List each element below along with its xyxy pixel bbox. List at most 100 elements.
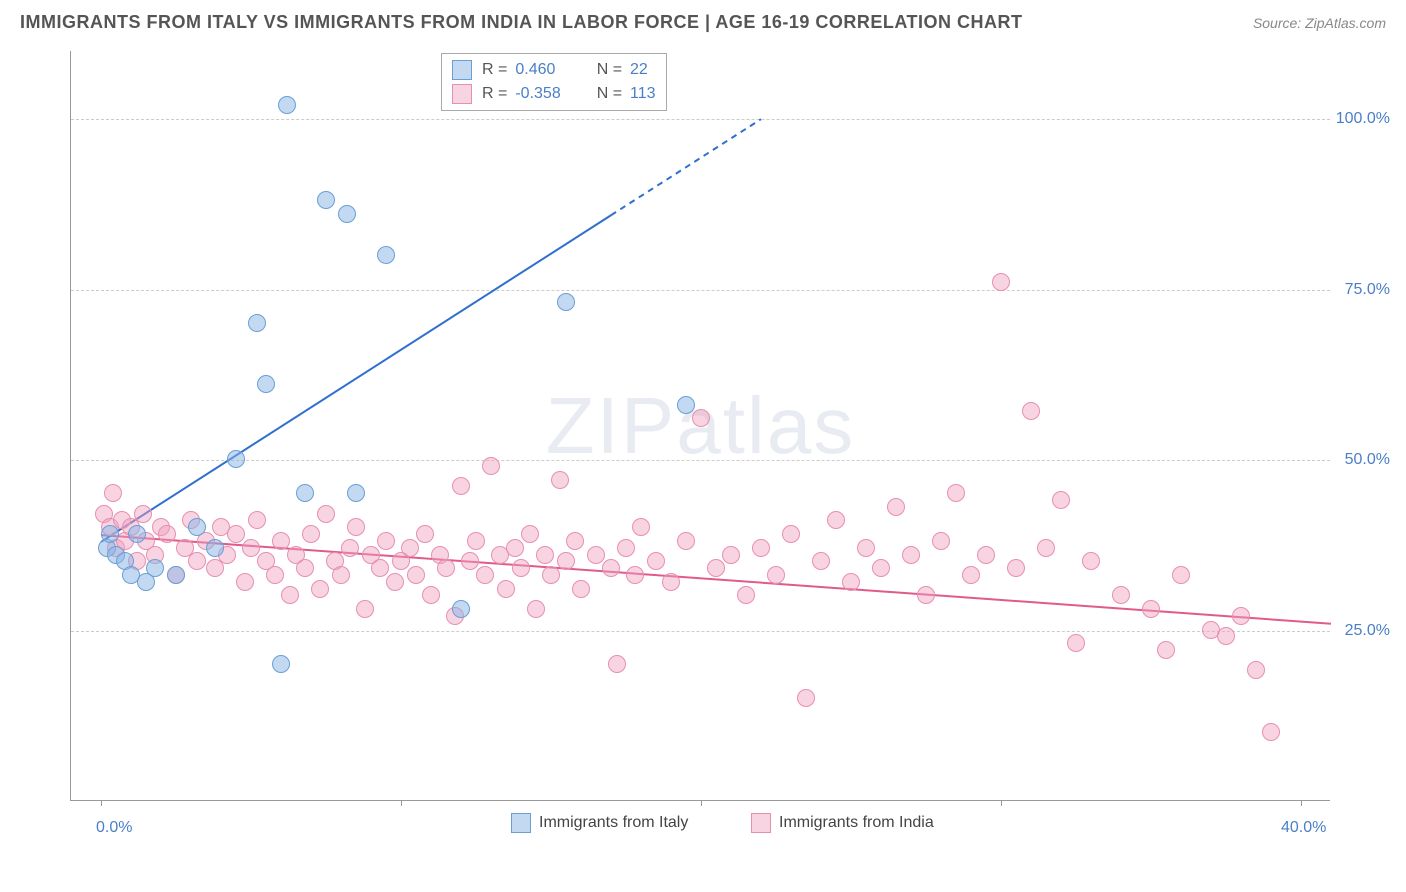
india-marker — [677, 532, 695, 550]
india-marker — [1112, 586, 1130, 604]
india-marker — [1037, 539, 1055, 557]
india-marker — [797, 689, 815, 707]
stats-legend-row: R = 0.460 N = 22 — [452, 58, 656, 82]
plot-area: ZIPatlas 25.0%50.0%75.0%100.0%0.0%40.0%R… — [70, 51, 1330, 801]
india-marker — [1052, 491, 1070, 509]
india-marker — [692, 409, 710, 427]
italy-marker — [167, 566, 185, 584]
india-marker — [542, 566, 560, 584]
india-marker — [437, 559, 455, 577]
india-marker — [557, 552, 575, 570]
india-marker — [452, 477, 470, 495]
india-marker — [842, 573, 860, 591]
india-marker — [104, 484, 122, 502]
india-marker — [947, 484, 965, 502]
legend-swatch — [511, 813, 531, 833]
stats-legend: R = 0.460 N = 22R = -0.358 N = 113 — [441, 53, 667, 111]
india-marker — [662, 573, 680, 591]
india-marker — [236, 573, 254, 591]
india-marker — [371, 559, 389, 577]
italy-marker — [377, 246, 395, 264]
india-marker — [608, 655, 626, 673]
india-marker — [134, 505, 152, 523]
italy-marker — [677, 396, 695, 414]
india-marker — [242, 539, 260, 557]
legend-swatch — [751, 813, 771, 833]
india-marker — [1217, 627, 1235, 645]
india-marker — [407, 566, 425, 584]
y-tick-label: 100.0% — [1336, 110, 1390, 128]
india-marker — [386, 573, 404, 591]
india-marker — [587, 546, 605, 564]
india-marker — [158, 525, 176, 543]
india-marker — [401, 539, 419, 557]
india-marker — [188, 552, 206, 570]
india-marker — [527, 600, 545, 618]
india-marker — [566, 532, 584, 550]
source-credit: Source: ZipAtlas.com — [1253, 15, 1386, 31]
india-marker — [872, 559, 890, 577]
india-marker — [317, 505, 335, 523]
india-marker — [827, 511, 845, 529]
india-marker — [266, 566, 284, 584]
x-tick — [1001, 800, 1002, 806]
stats-legend-row: R = -0.358 N = 113 — [452, 82, 656, 106]
italy-marker — [338, 205, 356, 223]
x-tick-label-left: 0.0% — [96, 819, 132, 837]
india-marker — [1262, 723, 1280, 741]
italy-marker — [146, 559, 164, 577]
india-marker — [482, 457, 500, 475]
india-marker — [377, 532, 395, 550]
india-marker — [422, 586, 440, 604]
legend-label: Immigrants from Italy — [539, 814, 688, 832]
italy-marker — [272, 655, 290, 673]
india-marker — [752, 539, 770, 557]
gridline — [71, 119, 1330, 120]
india-marker — [311, 580, 329, 598]
india-marker — [722, 546, 740, 564]
italy-marker — [101, 525, 119, 543]
italy-marker — [206, 539, 224, 557]
y-tick-label: 50.0% — [1345, 451, 1390, 469]
x-tick — [101, 800, 102, 806]
italy-marker — [128, 525, 146, 543]
bottom-legend-india: Immigrants from India — [751, 813, 934, 833]
india-marker — [1247, 661, 1265, 679]
india-marker — [992, 273, 1010, 291]
italy-marker — [227, 450, 245, 468]
x-tick — [1301, 800, 1302, 806]
india-marker — [707, 559, 725, 577]
italy-marker — [557, 293, 575, 311]
india-marker — [977, 546, 995, 564]
india-marker — [551, 471, 569, 489]
india-marker — [347, 518, 365, 536]
legend-swatch — [452, 84, 472, 104]
india-marker — [341, 539, 359, 557]
india-marker — [281, 586, 299, 604]
india-marker — [617, 539, 635, 557]
india-marker — [1082, 552, 1100, 570]
india-marker — [626, 566, 644, 584]
legend-swatch — [452, 60, 472, 80]
india-marker — [521, 525, 539, 543]
india-marker — [302, 525, 320, 543]
india-marker — [332, 566, 350, 584]
legend-label: Immigrants from India — [779, 814, 934, 832]
india-marker — [536, 546, 554, 564]
india-marker — [461, 552, 479, 570]
bottom-legend-italy: Immigrants from Italy — [511, 813, 688, 833]
india-marker — [1007, 559, 1025, 577]
india-marker — [917, 586, 935, 604]
chart-title: IMMIGRANTS FROM ITALY VS IMMIGRANTS FROM… — [20, 12, 1023, 33]
italy-marker — [296, 484, 314, 502]
india-marker — [512, 559, 530, 577]
italy-marker — [188, 518, 206, 536]
india-marker — [1157, 641, 1175, 659]
india-marker — [1142, 600, 1160, 618]
y-tick-label: 75.0% — [1345, 281, 1390, 299]
india-marker — [296, 559, 314, 577]
india-marker — [632, 518, 650, 536]
italy-marker — [347, 484, 365, 502]
india-marker — [902, 546, 920, 564]
india-marker — [647, 552, 665, 570]
